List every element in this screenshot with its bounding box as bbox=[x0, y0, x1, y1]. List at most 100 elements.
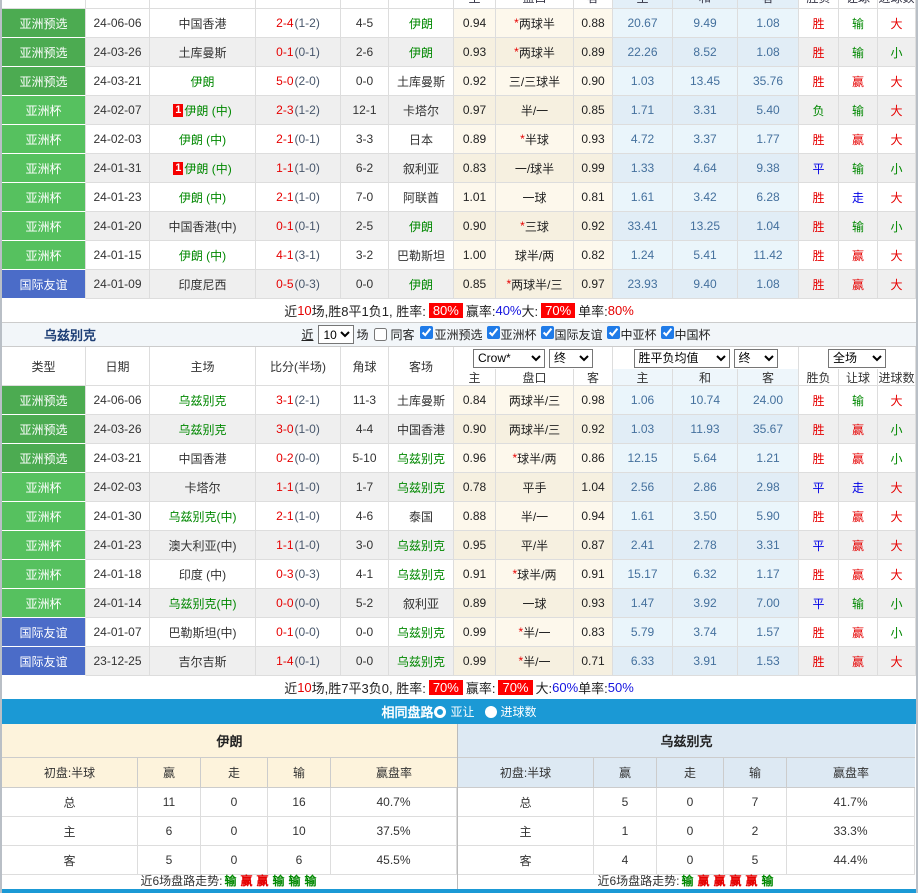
panel-subheader: 初盘:半球赢走输 赢盘率 bbox=[458, 758, 915, 788]
home-team: 卡塔尔 bbox=[150, 473, 256, 502]
win-col-header: 赢 bbox=[138, 758, 201, 787]
result-handicap: 赢 bbox=[839, 241, 878, 270]
score-cell: 0-1 (0-1) bbox=[256, 212, 341, 241]
home-team-name: 伊朗 (中) bbox=[184, 161, 232, 176]
away-team: 土库曼斯 bbox=[389, 67, 454, 96]
euro-away-odds: 1.04 bbox=[738, 212, 799, 241]
corner-score: 1-7 bbox=[341, 473, 389, 502]
half-time-score: (1-0) bbox=[294, 509, 320, 523]
match-date: 24-03-26 bbox=[86, 38, 150, 67]
result-handicap: 输 bbox=[839, 386, 878, 415]
competition-badge: 亚洲预选 bbox=[2, 386, 86, 415]
half-time-score: (1-0) bbox=[294, 422, 320, 436]
handicap-name: 两球半 bbox=[518, 45, 555, 60]
euro-away-odds: 5.90 bbox=[738, 502, 799, 531]
home-odds: 0.93 bbox=[454, 38, 496, 67]
score-cell: 1-1 (1-0) bbox=[256, 473, 341, 502]
scope-select[interactable]: 全场 bbox=[828, 348, 886, 368]
result-wdl: 平 bbox=[799, 531, 839, 560]
score-cell: 2-1 (1-0) bbox=[256, 183, 341, 212]
score-cell: 0-3 (0-3) bbox=[256, 560, 341, 589]
uzbek-match-row: 亚洲杯 24-02-03 卡塔尔 1-1 (1-0) 1-7 乌兹别克 0.78 平手 1.04 2… bbox=[2, 473, 916, 502]
panel-stat-row: 主 1 0 2 33.3% bbox=[458, 817, 915, 846]
euro-away-odds: 1.08 bbox=[738, 9, 799, 38]
result-handicap: 赢 bbox=[839, 502, 878, 531]
corner-score: 11-3 bbox=[341, 386, 389, 415]
euro-draw-odds: 11.93 bbox=[673, 415, 738, 444]
stat-value: 44.4% bbox=[787, 846, 915, 874]
match-count-select[interactable]: 10 bbox=[318, 325, 355, 344]
euro-away-odds: 1.08 bbox=[738, 38, 799, 67]
away-odds: 0.97 bbox=[574, 270, 613, 299]
corner-score: 0-0 bbox=[341, 67, 389, 96]
euro-draw-odds: 3.50 bbox=[673, 502, 738, 531]
filter-checkbox-亚洲杯[interactable] bbox=[486, 326, 500, 339]
header-col-10: 主 bbox=[613, 369, 673, 386]
goals-label: 进球数 bbox=[500, 705, 537, 719]
competition-badge: 亚洲杯 bbox=[2, 96, 86, 125]
trend-glyph: 赢 bbox=[745, 874, 758, 888]
euro-away-odds: 9.38 bbox=[738, 154, 799, 183]
away-team: 卡塔尔 bbox=[389, 96, 454, 125]
score-cell: 2-4 (1-2) bbox=[256, 9, 341, 38]
odds-company-select[interactable]: Crow* bbox=[473, 348, 545, 368]
stat-value: 0 bbox=[201, 846, 268, 874]
corner-score: 3-0 bbox=[341, 531, 389, 560]
home-odds: 0.97 bbox=[454, 96, 496, 125]
header-col-12: 客 bbox=[738, 369, 799, 386]
result-goals: 小 bbox=[878, 618, 916, 647]
final-odds-select-1[interactable]: 终 bbox=[549, 348, 593, 368]
score-cell: 2-1 (1-0) bbox=[256, 502, 341, 531]
filter-checkbox-国际友谊[interactable] bbox=[540, 326, 554, 339]
away-team-name: 乌兹别克 bbox=[396, 625, 445, 640]
header-col-8: 盘口 bbox=[496, 369, 574, 386]
header-col-5: 角球 bbox=[341, 347, 389, 386]
stat-value: 1 bbox=[594, 817, 657, 845]
handicap-line: 半/一 bbox=[496, 502, 574, 531]
euro-home-odds: 20.67 bbox=[613, 9, 673, 38]
same-away-checkbox[interactable] bbox=[374, 328, 388, 341]
compare-panel-iran: 伊朗 初盘:半球赢走输赢盘率总 11 0 16 40.7% 主 6 0 10 37.5% 客 5 0 6 45… bbox=[2, 724, 458, 889]
away-team: 叙利亚 bbox=[389, 154, 454, 183]
corner-score: 3-3 bbox=[341, 125, 389, 154]
stat-value: 6 bbox=[138, 817, 201, 845]
filter-checkbox-中亚杯[interactable] bbox=[606, 326, 620, 339]
away-odds: 0.89 bbox=[574, 38, 613, 67]
filter-label: 国际友谊 bbox=[554, 328, 603, 342]
panel-subheader: 初盘:半球赢走输 赢盘率 bbox=[2, 758, 457, 788]
result-wdl: 胜 bbox=[799, 502, 839, 531]
euro-home-odds: 5.79 bbox=[613, 618, 673, 647]
match-date: 24-03-21 bbox=[86, 67, 150, 96]
competition-badge: 亚洲杯 bbox=[2, 589, 86, 618]
goals-radio[interactable] bbox=[484, 705, 497, 718]
panel-stat-row: 主 6 0 10 37.5% bbox=[2, 817, 457, 846]
handicap-line: * 半/一 bbox=[496, 618, 574, 647]
near-link[interactable]: 近 bbox=[301, 328, 314, 342]
result-goals: 大 bbox=[878, 67, 916, 96]
away-team-name: 伊朗 bbox=[408, 45, 433, 60]
header-col-15: 进球数 bbox=[878, 369, 916, 386]
stat-value: 45.5% bbox=[331, 846, 457, 874]
wdl-average-select[interactable]: 胜平负均值 bbox=[633, 348, 730, 368]
stat-row-label: 总 bbox=[2, 788, 138, 816]
summary-segment: 70% bbox=[428, 680, 463, 695]
filter-checkbox-亚洲预选[interactable] bbox=[420, 326, 434, 339]
away-odds: 0.98 bbox=[574, 386, 613, 415]
header-col-11: 和 bbox=[673, 0, 738, 9]
away-team-name: 叙利亚 bbox=[402, 161, 439, 176]
corner-score: 7-0 bbox=[341, 183, 389, 212]
home-team: 伊朗 bbox=[150, 67, 256, 96]
home-team: 伊朗 (中) bbox=[150, 125, 256, 154]
competition-badge: 亚洲杯 bbox=[2, 473, 86, 502]
home-team: 伊朗 (中) bbox=[150, 241, 256, 270]
result-handicap: 输 bbox=[839, 96, 878, 125]
away-team-name: 中国香港 bbox=[396, 422, 445, 437]
full-time-score: 2-3 bbox=[276, 103, 294, 117]
iran-match-row: 亚洲杯 24-01-20 中国香港(中) 0-1 (0-1) 2-5 伊朗 0.90 * 三球 0.… bbox=[2, 212, 916, 241]
asian-handicap-radio[interactable] bbox=[434, 705, 447, 718]
final-odds-select-2[interactable]: 终 bbox=[733, 348, 778, 368]
home-team-name: 卡塔尔 bbox=[184, 480, 221, 495]
header-col-9: 客 bbox=[574, 369, 613, 386]
filter-checkbox-中国杯[interactable] bbox=[660, 326, 674, 339]
